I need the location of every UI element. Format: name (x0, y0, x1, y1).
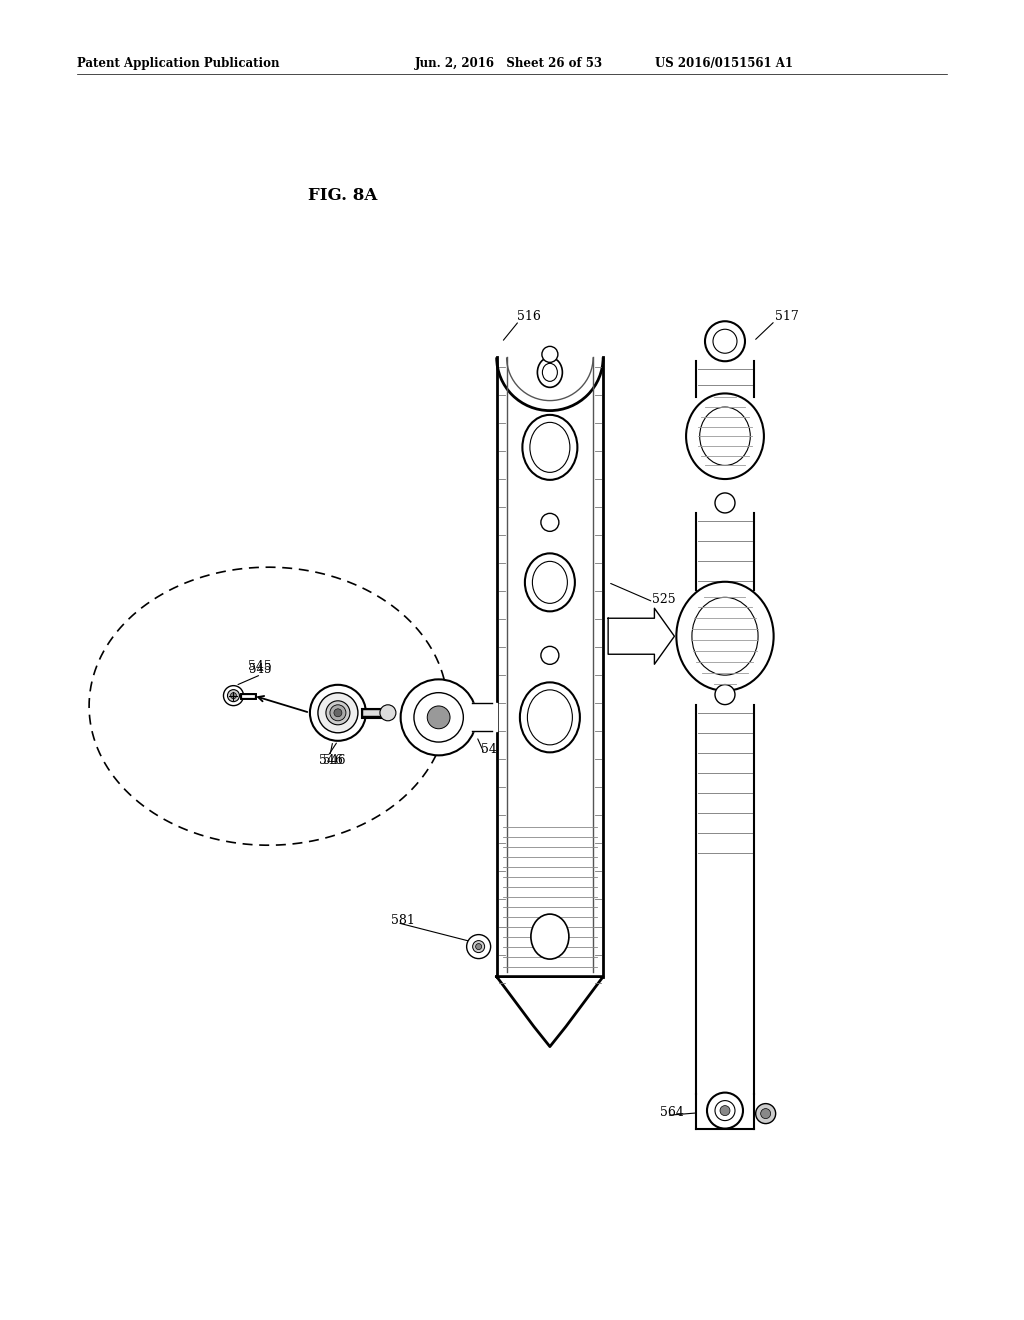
Polygon shape (497, 358, 603, 977)
Text: US 2016/0151561 A1: US 2016/0151561 A1 (655, 57, 794, 70)
Circle shape (756, 1104, 775, 1123)
Ellipse shape (530, 913, 569, 960)
Circle shape (720, 1106, 730, 1115)
Text: 545: 545 (249, 663, 271, 676)
Circle shape (227, 689, 240, 702)
Circle shape (715, 492, 735, 513)
Polygon shape (696, 362, 754, 397)
Polygon shape (696, 513, 754, 590)
Circle shape (761, 1109, 771, 1118)
Circle shape (230, 693, 237, 698)
Ellipse shape (538, 358, 562, 387)
Wedge shape (497, 358, 603, 411)
Circle shape (705, 321, 745, 362)
Circle shape (542, 346, 558, 363)
Circle shape (326, 701, 350, 725)
Polygon shape (608, 609, 675, 664)
Polygon shape (472, 704, 497, 731)
Circle shape (223, 685, 244, 706)
Text: 547: 547 (481, 743, 505, 756)
Ellipse shape (686, 393, 764, 479)
Polygon shape (696, 1093, 754, 1129)
Text: 517: 517 (775, 310, 799, 323)
Text: 516: 516 (517, 310, 541, 323)
Text: 564: 564 (660, 1106, 684, 1119)
Polygon shape (696, 705, 754, 1093)
Circle shape (715, 685, 735, 705)
Text: 546: 546 (319, 754, 343, 767)
Polygon shape (497, 977, 603, 1047)
Circle shape (541, 513, 559, 532)
Circle shape (427, 706, 450, 729)
Text: 546: 546 (323, 754, 345, 767)
Text: 581: 581 (391, 913, 415, 927)
Circle shape (400, 680, 476, 755)
Text: FIG. 8A: FIG. 8A (308, 187, 378, 203)
Circle shape (334, 709, 342, 717)
Text: 545: 545 (248, 660, 271, 673)
Circle shape (317, 693, 358, 733)
Text: 525: 525 (652, 593, 676, 606)
Circle shape (330, 705, 346, 721)
Ellipse shape (525, 553, 574, 611)
Circle shape (707, 1093, 743, 1129)
Circle shape (541, 647, 559, 664)
Circle shape (475, 944, 481, 949)
Circle shape (473, 941, 484, 953)
Circle shape (380, 705, 396, 721)
Ellipse shape (520, 682, 580, 752)
Circle shape (310, 685, 366, 741)
Ellipse shape (522, 414, 578, 480)
Circle shape (467, 935, 490, 958)
Text: Jun. 2, 2016   Sheet 26 of 53: Jun. 2, 2016 Sheet 26 of 53 (415, 57, 603, 70)
Text: Patent Application Publication: Patent Application Publication (77, 57, 280, 70)
Ellipse shape (676, 582, 774, 690)
